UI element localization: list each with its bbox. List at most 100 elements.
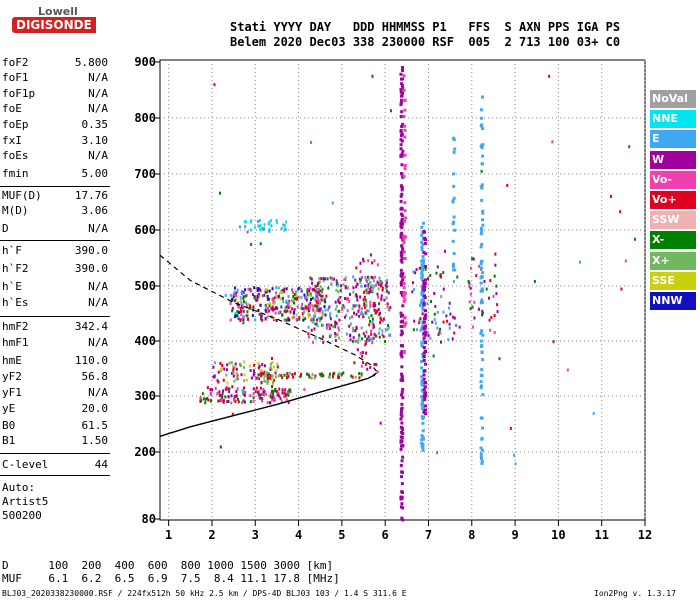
- echo-point: [253, 286, 256, 290]
- echo-point: [258, 219, 261, 223]
- echo-point: [305, 308, 308, 312]
- echo-point: [272, 301, 275, 305]
- echo-point: [337, 284, 340, 288]
- echo-point: [373, 259, 376, 263]
- echo-point: [309, 276, 312, 280]
- echo-point: [326, 277, 329, 281]
- echo-point: [360, 326, 363, 330]
- echo-point: [352, 304, 355, 308]
- legend-item-sse: SSE: [650, 271, 696, 290]
- param-row-muf-d-: MUF(D) 17.76: [2, 189, 108, 203]
- echo-trace-point: [479, 262, 483, 266]
- echo-trace-point: [422, 346, 426, 350]
- echo-point: [485, 287, 488, 291]
- echo-point: [325, 326, 328, 330]
- echo-point: [285, 392, 288, 396]
- echo-point: [319, 294, 322, 298]
- legend-item-e: E: [650, 130, 696, 149]
- echo-point: [267, 372, 270, 376]
- echo-point: [496, 310, 499, 314]
- echo-point: [335, 304, 338, 308]
- param-value: N/A: [88, 87, 108, 100]
- echo-point: [438, 330, 441, 334]
- echo-point: [419, 328, 422, 332]
- echo-point: [309, 286, 312, 290]
- echo-point: [350, 374, 353, 378]
- echo-trace-point: [400, 77, 404, 81]
- echo-point: [377, 295, 380, 299]
- echo-point: [385, 280, 388, 284]
- echo-point: [334, 334, 337, 338]
- echo-point: [348, 316, 351, 320]
- echo-point: [259, 242, 262, 246]
- echo-trace-point: [403, 298, 407, 302]
- echo-trace-point: [403, 201, 407, 205]
- echo-point: [303, 387, 306, 391]
- echo-point: [349, 338, 352, 342]
- echo-point: [368, 316, 371, 320]
- echo-point: [267, 297, 270, 301]
- echo-point: [319, 307, 322, 311]
- echo-trace-point: [479, 266, 483, 270]
- echo-point: [258, 287, 261, 291]
- echo-point: [418, 318, 421, 322]
- echo-point: [362, 313, 365, 317]
- echo-trace-point: [452, 215, 456, 219]
- echo-point: [235, 367, 238, 371]
- echo-point: [446, 319, 449, 323]
- echo-trace-point: [479, 416, 483, 420]
- echo-trace-point: [399, 94, 403, 98]
- echo-trace-point: [452, 220, 456, 224]
- echo-point: [226, 368, 229, 372]
- echo-point: [231, 412, 234, 416]
- echo-point: [311, 317, 314, 321]
- echo-trace-point: [424, 362, 428, 366]
- echo-point: [233, 394, 236, 398]
- echo-point: [352, 275, 355, 279]
- echo-point: [419, 304, 422, 308]
- echo-point: [306, 372, 309, 376]
- echo-point: [374, 303, 377, 307]
- echo-point: [245, 301, 248, 305]
- echo-point: [324, 313, 327, 317]
- echo-point: [362, 332, 365, 336]
- echo-trace-point: [401, 396, 405, 400]
- echo-point: [337, 290, 340, 294]
- legend-item-nne: NNE: [650, 110, 696, 129]
- echo-point: [247, 287, 250, 291]
- echo-point: [316, 296, 319, 300]
- y-tick-label: 400: [134, 334, 156, 348]
- echo-point: [307, 325, 310, 329]
- echo-trace-point: [422, 377, 426, 381]
- echo-point: [366, 367, 369, 371]
- echo-point: [314, 336, 317, 340]
- echo-point: [300, 287, 303, 291]
- echo-point: [279, 310, 282, 314]
- echo-point: [308, 307, 311, 311]
- echo-point: [243, 373, 246, 377]
- echo-point: [385, 289, 388, 293]
- echo-trace-point: [423, 238, 427, 242]
- echo-point: [414, 271, 417, 275]
- echo-point: [240, 373, 243, 377]
- echo-point: [371, 284, 374, 288]
- echo-point: [257, 286, 260, 290]
- echo-point: [222, 399, 225, 403]
- echo-trace-point: [479, 386, 483, 390]
- echo-point: [279, 397, 282, 401]
- echo-trace-point: [420, 291, 424, 295]
- echo-point: [436, 265, 439, 269]
- echo-point: [252, 387, 255, 391]
- echo-point: [453, 331, 456, 335]
- echo-point: [311, 320, 314, 324]
- echo-trace-point: [399, 194, 403, 198]
- echo-point: [473, 316, 476, 320]
- echo-point: [619, 210, 622, 214]
- echo-point: [369, 288, 372, 292]
- echo-trace-point: [479, 452, 483, 456]
- echo-trace-point: [421, 242, 425, 246]
- echo-point: [275, 219, 278, 223]
- echo-trace-point: [402, 291, 406, 295]
- echo-point: [254, 318, 257, 322]
- echo-point: [247, 303, 250, 307]
